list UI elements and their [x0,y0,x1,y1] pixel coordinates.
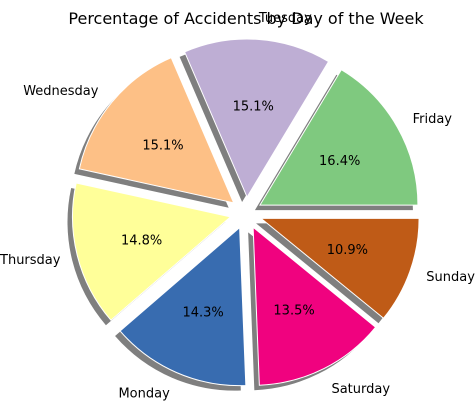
percent-label-friday: 16.4% [319,154,360,169]
percent-label-wednesday: 15.1% [142,138,183,153]
chart-title: Percentage of Accidents by Day of the We… [68,9,424,28]
wedge-sunday [259,217,420,319]
category-label-monday: Monday [118,387,170,402]
percent-label-saturday: 13.5% [273,303,314,318]
wedge-thursday [72,182,232,321]
category-label-friday: Friday [413,112,453,127]
category-label-wednesday: Wednesday [23,84,99,99]
percent-label-monday: 14.3% [182,306,223,321]
percent-label-thursday: 14.8% [121,233,162,248]
wedge-monday [119,226,247,387]
category-label-thursday: Thursday [0,253,61,268]
labels: Friday 16.4% Tuesday 15.1% Wednesday 15.1% Thu… [0,11,475,401]
wedges [72,38,420,387]
percent-label-tuesday: 15.1% [233,100,274,115]
wedge-tuesday [183,38,330,199]
category-label-saturday: Saturday [331,382,390,397]
wedge-saturday [252,226,377,386]
percent-label-sunday: 10.9% [327,243,368,258]
category-label-tuesday: Tuesday [258,11,312,26]
wedge-wednesday [78,57,235,204]
category-label-sunday: Sunday [426,270,475,285]
wedge-friday [259,69,419,206]
